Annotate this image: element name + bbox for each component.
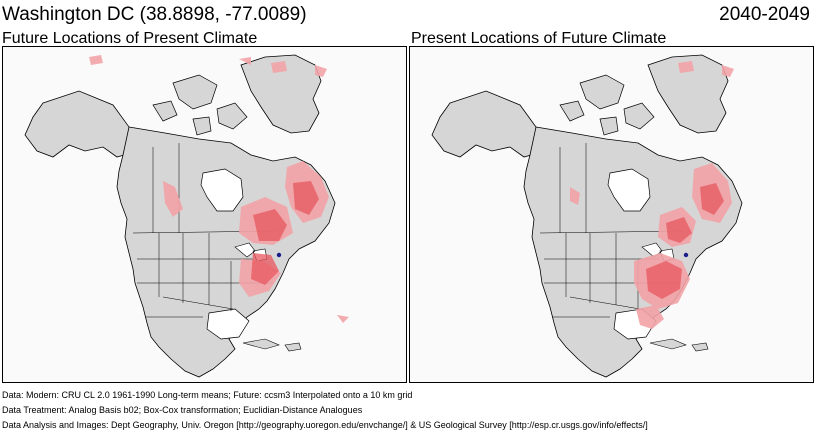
target-location-marker bbox=[276, 252, 282, 258]
hudson-bay bbox=[200, 168, 244, 212]
map-panel-present-locations bbox=[409, 46, 814, 383]
alaska-shape bbox=[24, 90, 132, 158]
analog-region-strong bbox=[251, 181, 319, 285]
arctic-islands bbox=[152, 74, 248, 136]
period-label: 2040-2049 bbox=[719, 4, 810, 25]
hudson-bay bbox=[607, 168, 651, 212]
caribbean-islands bbox=[649, 338, 709, 352]
location-title: Washington DC (38.8898, -77.0089) bbox=[2, 4, 307, 25]
target-location-marker bbox=[683, 252, 689, 258]
continent-shape bbox=[523, 126, 743, 378]
panel-title-present-locations: Present Locations of Future Climate bbox=[411, 30, 667, 47]
gulf-of-mexico bbox=[206, 308, 250, 340]
greenland-shape bbox=[647, 54, 729, 134]
data-treatment-note: Data Treatment: Analog Basis b02; Box-Co… bbox=[2, 405, 363, 415]
north-america-map-right bbox=[431, 54, 743, 378]
map-panel-future-locations bbox=[2, 46, 407, 383]
data-analysis-note: Data Analysis and Images: Dept Geography… bbox=[2, 420, 648, 430]
panel-title-future-locations: Future Locations of Present Climate bbox=[2, 30, 258, 47]
data-source-note: Data: Modern: CRU CL 2.0 1961-1990 Long-… bbox=[2, 390, 413, 400]
political-boundaries bbox=[132, 143, 284, 318]
arctic-islands bbox=[559, 74, 655, 136]
greenland-shape bbox=[240, 54, 322, 134]
analog-region-strong bbox=[646, 183, 724, 299]
north-america-map-left bbox=[24, 54, 349, 378]
alaska-shape bbox=[431, 90, 539, 158]
caribbean-islands bbox=[242, 338, 302, 352]
